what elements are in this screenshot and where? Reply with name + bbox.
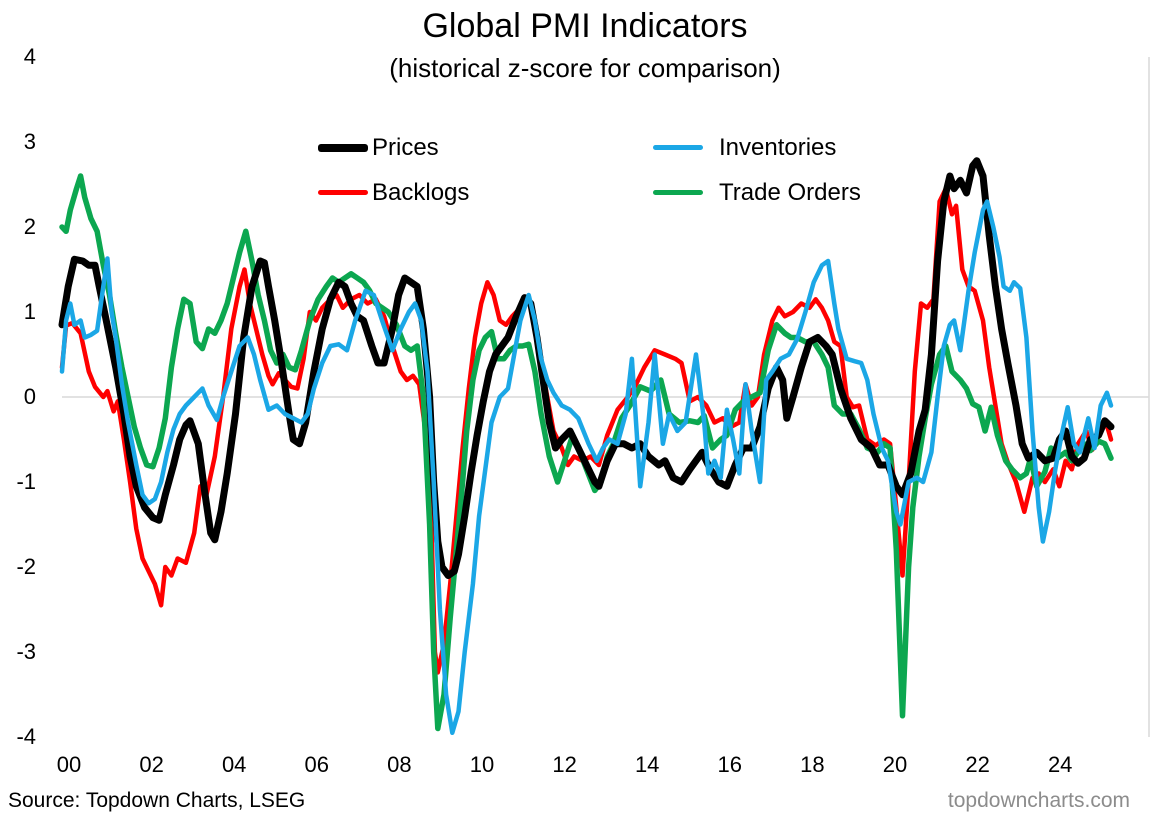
x-tick-04: 04 xyxy=(221,752,247,777)
x-tick-14: 14 xyxy=(634,752,660,777)
x-tick-24: 24 xyxy=(1047,752,1073,777)
chart-title: Global PMI Indicators xyxy=(422,7,748,45)
y-tick--4: -4 xyxy=(16,724,36,749)
legend-label-backlogs: Backlogs xyxy=(372,179,470,206)
x-tick-08: 08 xyxy=(387,752,412,777)
legend-swatch-trade-orders xyxy=(653,190,703,195)
x-tick-12: 12 xyxy=(552,752,577,777)
legend-label-inventories: Inventories xyxy=(719,134,837,161)
chart-subtitle: (historical z-score for comparison) xyxy=(389,53,781,83)
x-tick-18: 18 xyxy=(800,752,825,777)
chart-line-backlogs xyxy=(59,186,1114,675)
x-tick-10: 10 xyxy=(469,752,495,777)
y-tick-0: 0 xyxy=(23,384,36,409)
chart-line-inventories xyxy=(59,199,1114,736)
x-tick-00: 00 xyxy=(56,752,82,777)
x-tick-22: 22 xyxy=(965,752,990,777)
y-tick-2: 2 xyxy=(23,214,36,239)
source-note: Source: Topdown Charts, LSEG xyxy=(8,789,306,812)
y-tick-4: 4 xyxy=(23,44,36,69)
x-tick-02: 02 xyxy=(139,752,164,777)
legend-swatch-inventories xyxy=(653,145,703,150)
y-tick--1: -1 xyxy=(16,469,36,494)
chart-line-prices xyxy=(58,157,1115,579)
x-tick-06: 06 xyxy=(304,752,330,777)
y-tick--3: -3 xyxy=(16,639,36,664)
legend-label-trade-orders: Trade Orders xyxy=(719,179,861,206)
chart-line-trade-orders xyxy=(59,173,1114,732)
legend-label-prices: Prices xyxy=(372,134,439,161)
y-tick--2: -2 xyxy=(16,554,36,579)
watermark-link[interactable]: topdowncharts.com xyxy=(947,789,1130,812)
legend-swatch-prices xyxy=(318,144,368,152)
legend-swatch-backlogs xyxy=(318,190,368,195)
x-tick-16: 16 xyxy=(717,752,743,777)
y-tick-3: 3 xyxy=(23,129,36,154)
y-tick-1: 1 xyxy=(23,299,36,324)
x-tick-20: 20 xyxy=(882,752,908,777)
